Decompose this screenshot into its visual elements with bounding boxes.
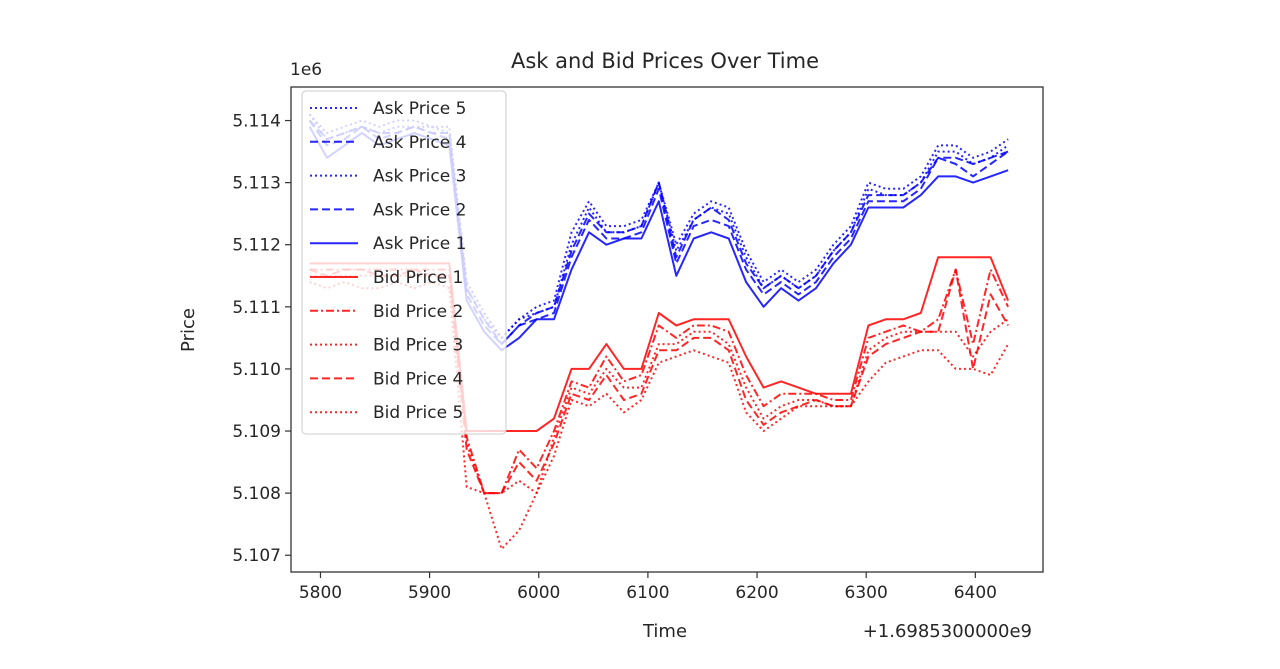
legend-label: Ask Price 5 (373, 99, 466, 119)
legend-label: Bid Price 3 (373, 336, 463, 356)
legend: Ask Price 5 Ask Price 4 Ask Price 3 Ask Pri… (301, 90, 507, 435)
plot-frame (290, 86, 1044, 573)
legend-label: Bid Price 2 (373, 302, 463, 322)
y-tick-label: 5.111 (232, 298, 281, 318)
x-offset-text: +1.6985300000e9 (863, 621, 1032, 642)
legend-label: Bid Price 5 (373, 403, 463, 423)
x-tick-label: 6100 (626, 583, 669, 603)
series-line-ask-price-3 (308, 113, 1009, 339)
legend-label: Bid Price 1 (373, 268, 463, 288)
y-tick-label: 5.108 (232, 484, 281, 504)
legend-box (301, 90, 507, 435)
y-tick-label: 5.114 (232, 112, 281, 132)
legend-label: Ask Price 3 (373, 167, 466, 187)
y-tick-label: 5.107 (232, 546, 281, 566)
series-line-ask-price-2 (308, 119, 1009, 346)
legend-label: Bid Price 4 (373, 369, 463, 389)
legend-label: Ask Price 2 (373, 200, 466, 220)
y-multiplier-text: 1e6 (290, 60, 322, 80)
y-tick-label: 5.109 (232, 422, 281, 442)
legend-label: Ask Price 1 (373, 234, 466, 254)
x-tick-label: 6300 (845, 583, 888, 603)
chart-title: Ask and Bid Prices Over Time (511, 49, 819, 73)
axis-ticks: 5800 5900 6000 6100 6200 6300 6400 5.107 5.108 5.… (232, 112, 997, 603)
legend-label: Ask Price 4 (373, 133, 466, 153)
y-tick-label: 5.110 (232, 360, 281, 380)
x-tick-label: 5800 (299, 583, 342, 603)
y-tick-label: 5.113 (232, 174, 281, 194)
y-tick-label: 5.112 (232, 236, 281, 256)
x-tick-label: 5900 (408, 583, 451, 603)
x-tick-label: 6200 (735, 583, 778, 603)
y-axis-label: Price (178, 308, 199, 352)
x-tick-label: 6000 (517, 583, 560, 603)
x-tick-label: 6400 (954, 583, 997, 603)
x-axis-label: Time (642, 621, 687, 642)
